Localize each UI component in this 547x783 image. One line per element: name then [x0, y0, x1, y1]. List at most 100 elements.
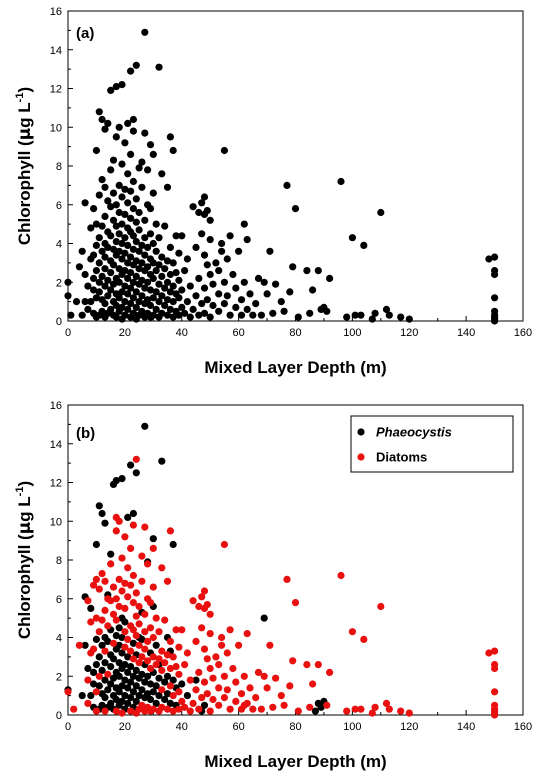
- panel-a-point-all: [155, 63, 163, 71]
- panel-b-point-phaeocystis: [92, 540, 100, 549]
- panel-a-point-all: [306, 309, 314, 317]
- panel-a-y-tick-label: 4: [56, 239, 62, 251]
- panel-b-point-diatoms: [343, 707, 351, 715]
- panel-a-point-all: [163, 257, 172, 265]
- panel-a-point-all: [121, 234, 129, 242]
- panel-a-point-all: [138, 183, 146, 191]
- panel-b-point-diatoms: [277, 692, 285, 700]
- panel-b-y-title-exp: -1: [14, 487, 26, 497]
- panel-a-point-all: [368, 315, 376, 323]
- panel-a-point-all: [218, 247, 226, 255]
- panel-a-point-all: [127, 284, 135, 292]
- panel-b-point-diatoms: [206, 664, 214, 673]
- panel-b-point-diatoms: [132, 632, 140, 640]
- panel-b-point-phaeocystis: [155, 674, 163, 682]
- panel-b-point-diatoms: [161, 659, 169, 667]
- panel-a-point-all: [135, 247, 143, 255]
- panel-a-point-all: [135, 164, 143, 172]
- panel-b-point-phaeocystis: [101, 519, 109, 527]
- panel-b-point-diatoms: [269, 703, 277, 711]
- panel-b-point-diatoms: [226, 626, 234, 634]
- panel-b-point-diatoms: [158, 703, 166, 711]
- panel-a-point-all: [277, 298, 285, 306]
- panel-a-point-all: [192, 292, 200, 300]
- panel-a-point-all: [183, 298, 191, 306]
- panel-a-point-all: [485, 255, 493, 263]
- panel-a-point-all: [121, 298, 129, 306]
- panel-a-point-all: [149, 294, 157, 302]
- panel-a-point-all: [121, 282, 129, 290]
- panel-b-point-diatoms: [112, 595, 120, 603]
- panel-b-point-phaeocystis: [141, 422, 149, 430]
- panel-a-point-all: [337, 177, 345, 186]
- panel-a-point-all: [144, 166, 152, 174]
- panel-a-point-all: [397, 313, 405, 321]
- panel-a-point-all: [115, 181, 123, 189]
- panel-a-point-all: [203, 296, 211, 304]
- panel-a-point-all: [72, 298, 81, 306]
- panel-b-point-diatoms: [95, 628, 103, 636]
- panel-a-point-all: [491, 270, 499, 279]
- panel-a-x-tick-label: 80: [289, 327, 301, 339]
- panel-a-point-all: [118, 193, 126, 201]
- panel-b-point-diatoms: [195, 705, 203, 713]
- panel-a-y-title-unit: g L: [15, 102, 34, 128]
- panel-a-point-all: [101, 300, 109, 308]
- panel-b-point-diatoms: [146, 664, 155, 673]
- panel-a-x-tick-label: 40: [176, 327, 188, 339]
- panel-b-point-diatoms: [218, 633, 226, 642]
- panel-b-point-phaeocystis: [98, 701, 106, 709]
- panel-a-point-all: [326, 274, 334, 282]
- panel-b-point-diatoms: [84, 597, 92, 605]
- panel-a-point-all: [127, 269, 135, 277]
- panel-a-y-tick-label: 14: [50, 45, 62, 57]
- panel-a-point-all: [206, 236, 214, 244]
- panel-b-point-diatoms: [135, 602, 143, 611]
- panel-a-point-all: [181, 309, 189, 317]
- panel-b-point-diatoms: [200, 645, 209, 653]
- panel-b-point-diatoms: [75, 641, 83, 649]
- panel-a-point-all: [115, 208, 123, 217]
- panel-a-point-all: [144, 296, 152, 304]
- panel-a-point-all: [146, 286, 155, 294]
- panel-a-point-all: [101, 183, 109, 191]
- panel-a-point-all: [64, 278, 72, 286]
- panel-b-y-tick-label: 14: [50, 439, 62, 451]
- panel-a-point-all: [87, 298, 95, 306]
- panel-a-point-all: [138, 158, 146, 166]
- panel-b-point-diatoms: [158, 564, 166, 572]
- panel-a-point-all: [115, 265, 123, 273]
- panel-b-point-diatoms: [192, 637, 200, 646]
- panel-a-point-all: [163, 278, 172, 286]
- panel-b-point-phaeocystis: [107, 699, 115, 708]
- panel-b-point-diatoms: [203, 601, 211, 609]
- panel-b-point-diatoms: [291, 599, 300, 607]
- panel-a-point-all: [155, 261, 163, 269]
- panel-b-point-diatoms: [198, 694, 206, 702]
- panel-b-point-diatoms: [212, 653, 220, 661]
- panel-a-point-all: [280, 307, 288, 315]
- panel-a-point-all: [169, 313, 177, 321]
- panel-a-point-all: [104, 292, 112, 300]
- panel-b-point-diatoms: [186, 676, 194, 684]
- panel-a-point-all: [286, 288, 294, 296]
- panel-b-point-diatoms: [129, 521, 137, 529]
- panel-b-point-phaeocystis: [92, 635, 100, 644]
- panel-b-point-phaeocystis: [129, 509, 137, 518]
- panel-a-point-all: [163, 296, 172, 304]
- panel-a-point-all: [67, 311, 75, 319]
- panel-b-x-tick-label: 80: [289, 721, 301, 733]
- panel-b-point-diatoms: [306, 703, 314, 711]
- panel-b-point-diatoms: [149, 705, 157, 713]
- panel-b-point-diatoms: [289, 657, 297, 665]
- panel-a-point-all: [232, 303, 240, 311]
- panel-a-point-all: [95, 288, 103, 296]
- panel-b-x-tick-label: 40: [176, 721, 188, 733]
- panel-b-point-diatoms: [149, 633, 157, 642]
- panel-a-point-all: [195, 208, 203, 217]
- panel-a-point-all: [112, 313, 120, 321]
- panel-a-point-all: [107, 269, 115, 277]
- panel-b-point-diatoms: [260, 672, 268, 680]
- panel-a-point-all: [107, 166, 115, 174]
- panel-a-point-all: [112, 83, 120, 91]
